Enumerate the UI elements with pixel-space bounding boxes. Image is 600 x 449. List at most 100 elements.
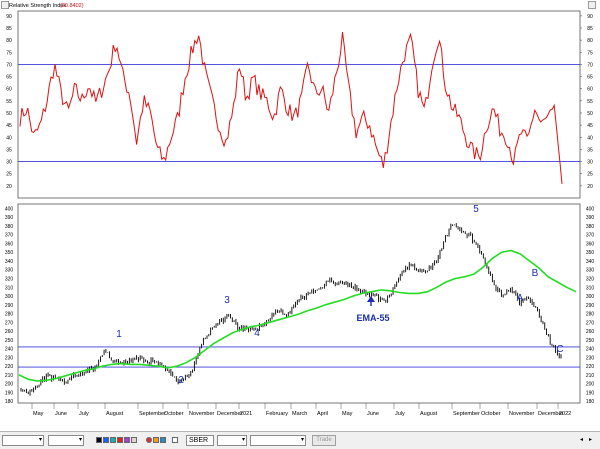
rsi-tick-label-left: 20 xyxy=(6,184,12,190)
price-tick-label-right: 320 xyxy=(586,277,595,283)
color-gray[interactable] xyxy=(131,437,137,443)
x-axis-month-label: May xyxy=(33,411,44,417)
price-panel xyxy=(17,203,581,404)
rsi-tick-label-right: 60 xyxy=(587,87,593,93)
rsi-tick-label-right: 75 xyxy=(587,50,593,56)
price-tick-label-left: 360 xyxy=(5,241,14,247)
price-tick-label-left: 330 xyxy=(5,268,14,274)
zoom-icon[interactable] xyxy=(172,437,178,443)
price-tick-label-right: 360 xyxy=(586,241,595,247)
x-axis-month-label: November xyxy=(189,411,215,417)
rsi-tick-label-left: 25 xyxy=(6,172,12,178)
price-tick-label-right: 310 xyxy=(586,285,595,291)
price-tick-label-left: 220 xyxy=(5,364,14,370)
price-tick-label-right: 230 xyxy=(586,355,595,361)
price-tick-label-left: 260 xyxy=(5,329,14,335)
ema-55-line xyxy=(18,249,577,382)
price-tick-label-right: 390 xyxy=(586,215,595,221)
x-axis-month-label: December xyxy=(217,411,243,417)
price-tick-label-right: 220 xyxy=(586,364,595,370)
price-tick-label-left: 180 xyxy=(5,399,14,405)
x-axis-month-label: 2021 xyxy=(240,411,252,417)
record-icon[interactable] xyxy=(146,437,152,443)
wave-label-c: C xyxy=(556,344,563,355)
period-select[interactable]: ▾ xyxy=(217,435,247,446)
ema-annotation: EMA-55 xyxy=(356,296,390,323)
quantity-select[interactable]: ▾ xyxy=(250,435,306,446)
rsi-tick-label-left: 50 xyxy=(6,111,12,117)
rsi-tick-label-left: 60 xyxy=(6,87,12,93)
x-axis-month-label: December xyxy=(538,411,564,417)
rsi-tick-label-right: 45 xyxy=(587,123,593,129)
color-purple[interactable] xyxy=(124,437,130,443)
wave-label-1: 1 xyxy=(116,329,122,340)
price-tick-label-left: 380 xyxy=(5,224,14,230)
x-axis-month-label: May xyxy=(342,411,353,417)
x-axis-month-label: 2022 xyxy=(559,411,571,417)
price-tick-label-left: 230 xyxy=(5,355,14,361)
price-tick-label-right: 290 xyxy=(586,303,595,309)
ticker-field[interactable]: SBER xyxy=(186,435,214,446)
rsi-tick-label-right: 70 xyxy=(587,62,593,68)
rsi-tick-label-right: 40 xyxy=(587,135,593,141)
price-tick-label-right: 280 xyxy=(586,312,595,318)
rsi-tick-label-right: 55 xyxy=(587,99,593,105)
scroll-right-icon[interactable]: ▸ xyxy=(589,437,593,443)
price-tick-label-right: 190 xyxy=(586,390,595,396)
price-tick-label-left: 300 xyxy=(5,294,14,300)
ema-arrow-head xyxy=(367,296,375,302)
rsi-tick-label-left: 35 xyxy=(6,147,12,153)
rsi-tick-label-right: 65 xyxy=(587,75,593,81)
line-width-select[interactable]: ▾ xyxy=(48,435,84,446)
rsi-tick-label-right: 80 xyxy=(587,38,593,44)
rsi-tick-label-left: 75 xyxy=(6,50,12,56)
price-tick-label-right: 370 xyxy=(586,233,595,239)
color-teal[interactable] xyxy=(110,437,116,443)
info-icon[interactable] xyxy=(160,437,166,443)
x-axis-month-label: September xyxy=(139,411,166,417)
ema-label: EMA-55 xyxy=(356,313,389,323)
wave-label-2: 2 xyxy=(178,375,184,386)
rsi-tick-label-right: 50 xyxy=(587,111,593,117)
x-axis-month-label: June xyxy=(55,411,67,417)
price-tick-label-left: 200 xyxy=(5,382,14,388)
price-tick-label-left: 340 xyxy=(5,259,14,265)
rsi-tick-label-left: 45 xyxy=(6,123,12,129)
x-axis-month-label: July xyxy=(79,411,89,417)
color-red[interactable] xyxy=(117,437,123,443)
price-tick-label-right: 200 xyxy=(586,382,595,388)
price-tick-label-right: 250 xyxy=(586,338,595,344)
window-menu-button[interactable] xyxy=(1,1,9,9)
wave-label-4: 4 xyxy=(254,328,260,339)
line-style-select[interactable]: ▾ xyxy=(2,435,44,446)
price-tick-label-left: 210 xyxy=(5,373,14,379)
trade-button[interactable]: Trade xyxy=(312,435,336,446)
rsi-tick-label-left: 40 xyxy=(6,135,12,141)
rsi-tick-label-left: 30 xyxy=(6,160,12,166)
rsi-tick-label-right: 35 xyxy=(587,147,593,153)
price-tick-label-left: 370 xyxy=(5,233,14,239)
x-axis-month-label: October xyxy=(164,411,184,417)
price-tick-label-right: 400 xyxy=(586,206,595,212)
rsi-tick-label-right: 25 xyxy=(587,172,593,178)
price-tick-label-right: 330 xyxy=(586,268,595,274)
price-tick-label-right: 260 xyxy=(586,329,595,335)
wave-labels: 1 2 3 4 5 A B C xyxy=(116,204,563,386)
rsi-value: (20.8402) xyxy=(60,3,84,9)
rsi-tick-label-left: 90 xyxy=(6,14,12,20)
scroll-left-icon[interactable]: ◂ xyxy=(580,437,584,443)
price-axis: 400 400 390 390 380 380 370 370 360 360 350 350 340 3… xyxy=(5,206,595,405)
wave-label-a: A xyxy=(517,293,524,304)
color-blue[interactable] xyxy=(103,437,109,443)
x-axis-month-label: September xyxy=(453,411,480,417)
rsi-tick-label-left: 85 xyxy=(6,26,12,32)
x-axis-month-label: July xyxy=(395,411,405,417)
alert-icon[interactable] xyxy=(153,437,159,443)
price-tick-label-right: 300 xyxy=(586,294,595,300)
color-black[interactable] xyxy=(96,437,102,443)
x-axis-month-label: August xyxy=(106,411,124,417)
maximize-button[interactable] xyxy=(588,1,596,9)
price-tick-label-right: 240 xyxy=(586,347,595,353)
